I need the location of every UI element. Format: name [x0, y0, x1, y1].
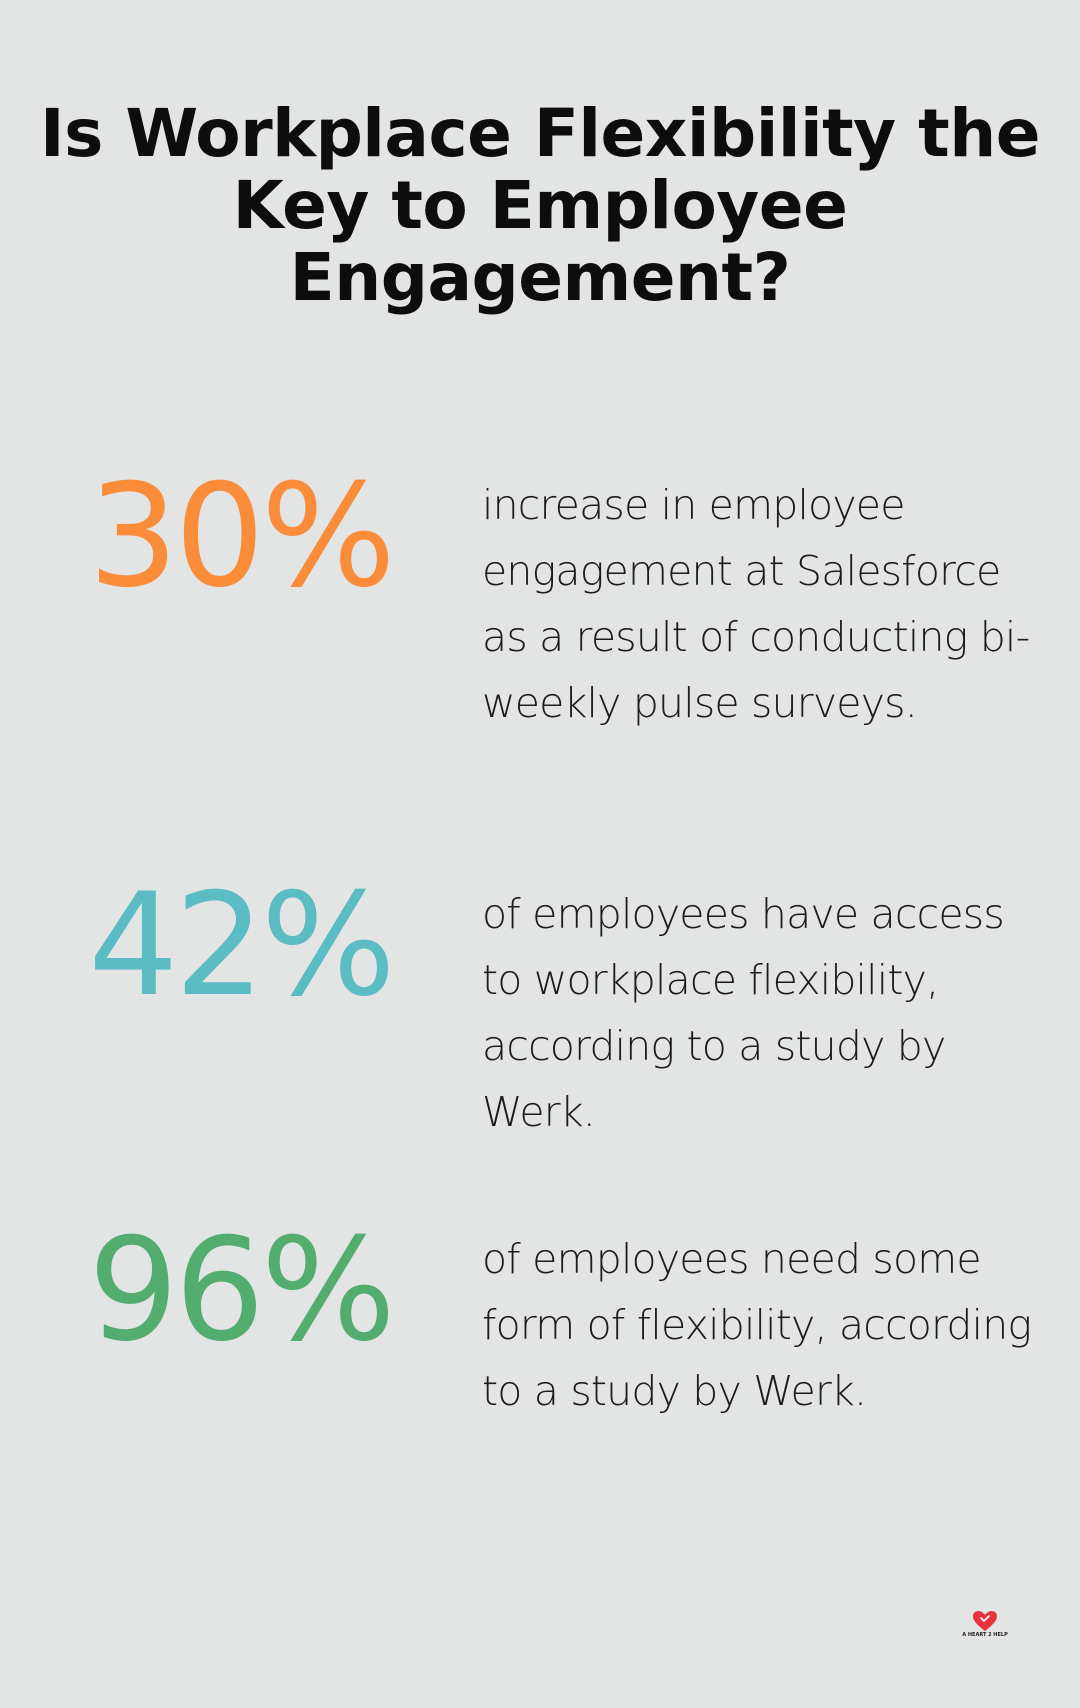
stat-description: of employees have access to workplace fl…: [482, 890, 1005, 1136]
brand-logo: A HEART 2 HELP: [955, 1610, 1015, 1646]
stat-description: of employees need some form of flexibili…: [482, 1235, 1032, 1415]
stat-description: increase in employee engagement at Sales…: [482, 481, 1030, 727]
stat-value: 42%: [88, 863, 396, 1028]
stat-value: 30%: [88, 454, 396, 619]
logo-text: A HEART 2 HELP: [962, 1632, 1008, 1638]
page-title: Is Workplace Flexibility the Key to Empl…: [40, 95, 1040, 316]
heart-icon: [973, 1611, 997, 1631]
stat-value: 96%: [88, 1208, 396, 1373]
